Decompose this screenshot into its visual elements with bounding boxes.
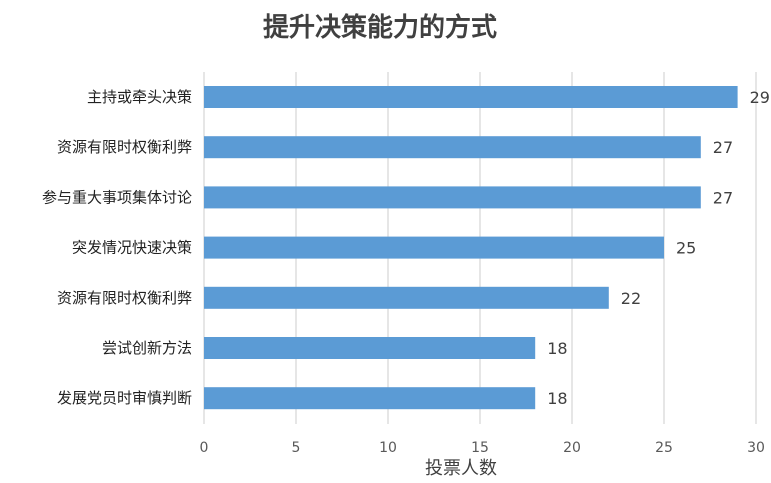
tick-layer: 0 5 10 15 20 25 30 bbox=[200, 440, 765, 456]
value-label: 29 bbox=[750, 88, 770, 107]
bar bbox=[204, 136, 701, 159]
bar bbox=[204, 286, 609, 309]
bar bbox=[204, 337, 536, 359]
value-label: 27 bbox=[713, 188, 733, 207]
value-label: 25 bbox=[676, 239, 696, 258]
value-label: 22 bbox=[621, 289, 641, 308]
category-label: 发展党员时审慎判断 bbox=[57, 389, 192, 407]
category-label: 资源有限时权衡利弊 bbox=[57, 138, 192, 156]
bar bbox=[204, 86, 738, 108]
x-tick-label: 0 bbox=[200, 440, 209, 456]
x-tick-label: 10 bbox=[379, 440, 397, 456]
x-axis-title: 投票人数 bbox=[425, 458, 497, 479]
category-label: 尝试创新方法 bbox=[102, 339, 192, 357]
x-tick-label: 5 bbox=[292, 440, 301, 456]
x-tick-label: 25 bbox=[655, 440, 673, 456]
x-tick-label: 15 bbox=[471, 440, 489, 456]
category-label: 突发情况快速决策 bbox=[72, 239, 192, 257]
chart-title: 提升决策能力的方式 bbox=[263, 12, 497, 43]
value-label: 18 bbox=[547, 389, 567, 408]
bar-layer bbox=[204, 86, 738, 410]
x-tick-label: 30 bbox=[747, 440, 765, 456]
x-tick-label: 20 bbox=[563, 440, 581, 456]
category-label: 参与重大事项集体讨论 bbox=[42, 188, 192, 206]
value-label: 27 bbox=[713, 138, 733, 157]
category-label: 主持或牵头决策 bbox=[87, 88, 192, 106]
bar bbox=[204, 186, 701, 209]
bar bbox=[204, 236, 664, 259]
label-layer: 主持或牵头决策 29 资源有限时权衡利弊 27 参与重大事项集体讨论 27 突发情况快速决策… bbox=[42, 88, 770, 408]
value-label: 18 bbox=[547, 339, 567, 358]
category-label: 资源有限时权衡利弊 bbox=[57, 289, 192, 307]
bar bbox=[204, 387, 536, 410]
